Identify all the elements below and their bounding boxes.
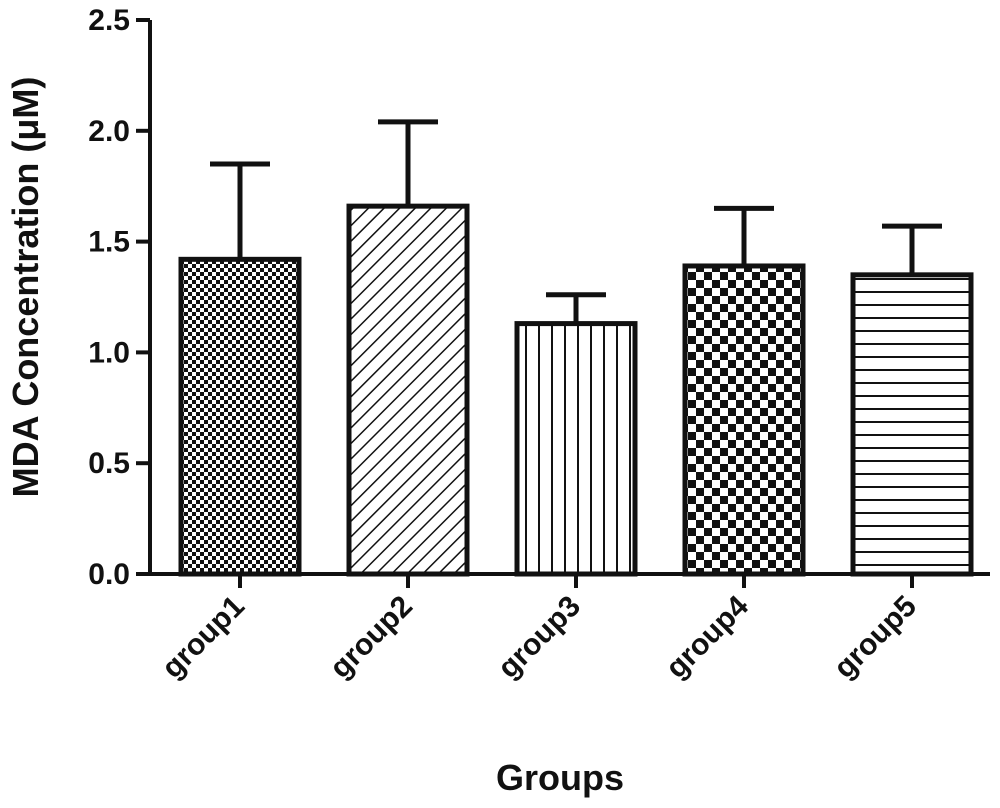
x-tick-label-group2: group2: [324, 590, 419, 685]
y-tick-label: 1.5: [88, 226, 130, 259]
x-axis-title: Groups: [496, 757, 624, 798]
y-tick-label: 0.0: [88, 558, 130, 591]
x-tick-label-group4: group4: [660, 589, 755, 684]
x-ticks: group1 group2 group3 group4 group5: [156, 574, 923, 685]
bar-group5: [850, 272, 974, 577]
y-tick-label: 2.0: [88, 115, 130, 148]
bars-layer: [178, 203, 974, 577]
x-tick-label-group5: group5: [828, 590, 923, 685]
bar-group3: [514, 321, 638, 577]
y-axis-title: MDA Concentration (μM): [5, 77, 46, 498]
y-tick-label: 1.0: [88, 336, 130, 369]
x-tick-label-group3: group3: [492, 590, 587, 685]
y-ticks: 0.0 0.5 1.0 1.5 2.0 2.5: [88, 4, 150, 591]
bar-group2: [346, 203, 470, 577]
y-tick-label: 2.5: [88, 4, 130, 37]
bar-group4: [682, 263, 806, 577]
error-bars-layer: [210, 119, 942, 324]
x-tick-label-group1: group1: [156, 590, 251, 685]
y-tick-label: 0.5: [88, 447, 130, 480]
bar-group1: [178, 256, 302, 577]
